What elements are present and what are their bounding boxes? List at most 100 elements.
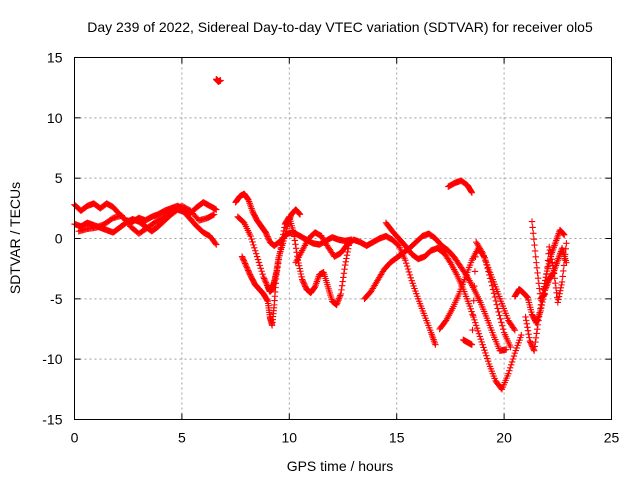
data-point [531,343,538,350]
data-point [507,361,515,369]
data-point [540,283,548,290]
data-point [337,290,345,298]
data-point [506,367,513,374]
data-point [541,291,548,298]
data-point [471,282,478,290]
data-point [265,236,272,243]
data-point [262,229,269,236]
data-point [213,206,220,213]
data-point [541,290,549,298]
data-point [550,265,557,272]
data-marks [71,76,570,393]
data-point [340,274,347,281]
data-point [534,325,541,333]
data-point [542,284,549,291]
data-point [560,267,567,275]
data-point [264,234,272,242]
data-point [276,248,284,256]
data-point [557,287,564,294]
data-point [530,346,537,353]
data-point [529,224,536,231]
data-point [547,253,555,260]
x-tick-label: 15 [389,430,405,446]
data-point [281,224,288,231]
data-point [496,312,503,319]
data-point [525,330,532,338]
data-point [249,238,256,246]
data-point [466,302,473,310]
data-point [472,322,480,329]
data-point [292,245,300,252]
data-point [560,262,568,269]
data-point [296,211,304,218]
data-point [255,259,263,266]
data-point [481,347,488,354]
data-point [217,77,224,84]
data-point [301,281,308,289]
data-point [262,279,270,286]
data-point [532,338,539,346]
data-point [253,253,261,260]
data-point [536,309,543,316]
data-point [467,305,474,313]
data-point [210,211,218,218]
axis-ticks [74,57,612,420]
data-point [518,331,525,339]
data-point [549,262,557,269]
data-point [549,259,556,266]
data-point [261,276,268,284]
data-point [469,311,476,318]
series-track-h [292,229,439,348]
data-point [537,301,545,308]
data-point [300,280,308,287]
series-track-d [213,76,224,85]
x-tick-label: 0 [71,430,79,446]
data-point [244,267,252,274]
data-point [334,298,341,305]
data-point [470,297,477,304]
data-point [335,297,342,304]
data-point [297,268,304,275]
x-tick-label: 25 [604,430,620,446]
data-point [561,256,568,264]
data-point [468,308,475,315]
x-tick-label: 10 [282,430,298,446]
data-point [432,341,439,348]
data-point [213,241,220,248]
data-point [472,319,479,326]
data-point [533,330,540,337]
data-point [260,275,268,282]
data-point [300,279,307,286]
data-point [407,274,415,282]
data-point [341,265,348,273]
y-tick-label: -5 [50,291,63,307]
y-tick-label: -10 [42,351,62,367]
data-point [263,280,270,288]
data-point [245,268,252,275]
data-point [511,327,519,334]
data-point [277,244,284,252]
data-point [295,262,303,269]
data-point [275,260,282,267]
data-point [543,270,550,278]
data-point [405,268,413,276]
data-point [536,285,543,292]
data-point [528,342,535,349]
data-point [260,273,267,281]
data-point [468,341,476,348]
data-point [534,274,542,282]
data-point [557,284,565,292]
data-point [343,252,351,259]
data-point [404,265,412,273]
data-point [522,313,529,321]
data-point [490,290,498,297]
data-point [534,321,542,329]
data-point [212,240,219,247]
data-point [468,188,475,195]
data-point [524,324,531,331]
data-point [537,305,544,312]
data-point [296,210,303,217]
data-point [544,263,551,271]
y-tick-label: 5 [55,170,63,186]
data-point [535,317,542,324]
